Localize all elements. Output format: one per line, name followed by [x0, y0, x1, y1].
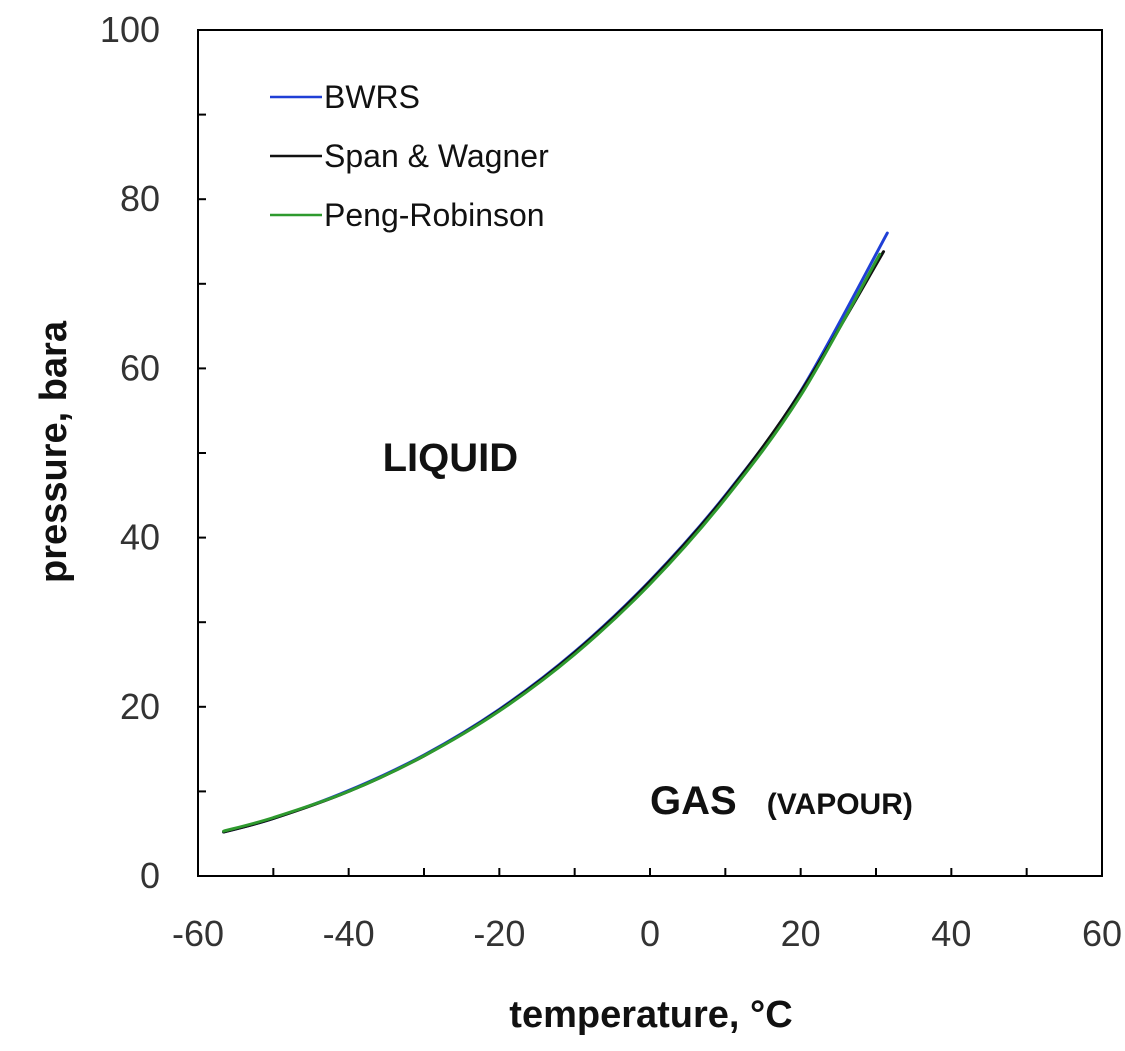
annotation-vapour: (VAPOUR) [767, 788, 913, 821]
x-tick-label: -40 [323, 913, 375, 954]
y-tick-label: 100 [100, 9, 160, 50]
annotation-liquid: LIQUID [383, 436, 519, 480]
legend-label: Span & Wagner [324, 138, 549, 174]
y-tick-label: 0 [140, 855, 160, 896]
plot-frame [197, 29, 1103, 877]
y-axis-title: pressure, bara [33, 320, 75, 583]
y-tick-labels: 0 20 40 60 80 100 [100, 9, 160, 896]
x-tick-label: -60 [172, 913, 224, 954]
series-lines [222, 231, 889, 834]
x-tick-label: -20 [473, 913, 525, 954]
legend-item: BWRS [270, 79, 420, 115]
series-line-bwrs [222, 231, 889, 834]
x-axis-title: temperature, °C [509, 994, 792, 1036]
legend-item: Peng-Robinson [270, 197, 545, 233]
x-tick-label: 0 [640, 913, 660, 954]
y-tick-label: 20 [120, 686, 160, 727]
y-tick-label: 40 [120, 517, 160, 558]
series-line-peng-robinson [222, 252, 882, 833]
annotation-gas: GAS [650, 779, 737, 823]
series-line-span-wagner [222, 250, 886, 834]
region-labels: LIQUID GAS (VAPOUR) [383, 436, 913, 823]
minor-ticks [198, 113, 1028, 876]
y-tick-label: 60 [120, 347, 160, 388]
legend: BWRS Span & Wagner Peng-Robinson [270, 79, 549, 233]
x-tick-label: 20 [781, 913, 821, 954]
x-tick-label: 60 [1082, 913, 1122, 954]
x-tick-label: 40 [931, 913, 971, 954]
x-tick-labels: -60 -40 -20 0 20 40 60 [172, 913, 1122, 954]
legend-label: BWRS [324, 79, 420, 115]
legend-item: Span & Wagner [270, 138, 549, 174]
legend-label: Peng-Robinson [324, 197, 545, 233]
y-tick-label: 80 [120, 178, 160, 219]
